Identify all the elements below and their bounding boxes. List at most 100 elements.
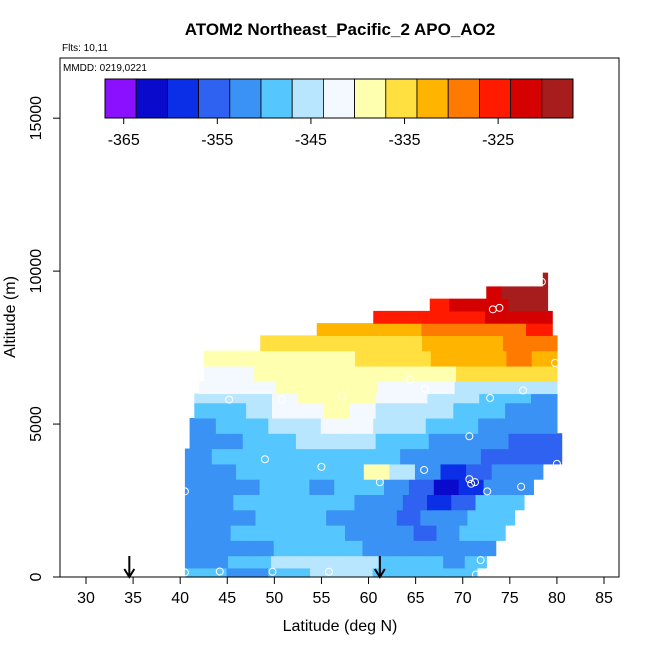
heatmap-cell (246, 393, 273, 404)
heatmap-cell (189, 417, 217, 434)
y-tick-label: 10000 (28, 249, 45, 294)
heatmap-cell (194, 402, 221, 419)
heatmap-cell (430, 365, 457, 382)
heatmap-cell (184, 494, 210, 511)
heatmap-cell (491, 463, 518, 480)
heatmap-cell (479, 402, 506, 419)
heatmap-cell (490, 509, 516, 526)
heatmap-cell (184, 448, 213, 465)
sample-point (486, 394, 495, 403)
heatmap-cell (454, 381, 481, 395)
x-tick-label: 75 (501, 590, 519, 607)
y-tick-label: 15000 (28, 96, 45, 141)
heatmap-cell (453, 393, 480, 404)
heatmap-cell (209, 479, 236, 496)
sample-point (537, 277, 546, 286)
heatmap-cell (369, 323, 396, 336)
heatmap-cell (507, 448, 536, 465)
heatmap-cell (529, 335, 558, 352)
heatmap-cell (479, 393, 506, 404)
heatmap-cell (357, 555, 380, 569)
heatmap-cell (238, 448, 267, 465)
heatmap-cell (389, 463, 416, 480)
colorbar-segment (354, 78, 387, 119)
heatmap-cell (216, 433, 244, 450)
heatmap-cell (367, 525, 392, 541)
heatmap-cell (453, 402, 480, 419)
heatmap-cell (456, 567, 478, 578)
heatmap-cell (506, 350, 533, 367)
heatmap-cell (234, 479, 261, 496)
heatmap-cell (402, 433, 430, 450)
heatmap-cell (481, 433, 510, 450)
x-tick-label: 85 (595, 590, 613, 607)
y-axis: 0 5000 10000 15000 (28, 96, 60, 581)
heatmap-cell (427, 494, 452, 511)
heatmap-cell (475, 494, 501, 511)
heatmap-cell (421, 323, 449, 336)
heatmap-cell (451, 494, 477, 511)
heatmap-cell (334, 479, 360, 496)
heatmap-cell (529, 310, 553, 324)
x-tick-label: 65 (407, 590, 425, 607)
heatmap-cell (396, 509, 421, 526)
heatmap-cell (400, 448, 428, 465)
sample-point (324, 567, 333, 576)
heatmap-cell (281, 494, 307, 511)
heatmap-cell (414, 463, 442, 480)
heatmap-cell (297, 402, 325, 419)
heatmap-cell (194, 393, 221, 404)
heatmap-cell (207, 540, 230, 557)
heatmap-cell (184, 525, 209, 541)
colorbar-segment (447, 78, 480, 119)
colorbar-segment (541, 78, 574, 119)
heatmap-cell (425, 417, 453, 434)
heatmap-cell (242, 433, 270, 450)
heatmap-cell (378, 555, 401, 569)
chart-title: ATOM2 Northeast_Pacific_2 APO_AO2 (185, 20, 496, 39)
heatmap-cell (380, 365, 407, 382)
heatmap-cell (453, 448, 482, 465)
heatmap-cell (530, 417, 558, 434)
heatmap-cell (405, 350, 432, 367)
heatmap-cell (226, 567, 249, 578)
heatmap-cell (481, 365, 508, 382)
heatmap-cell (184, 555, 208, 569)
heatmap-cell (449, 335, 477, 352)
heatmap-cell (505, 402, 532, 419)
heatmap-cell (405, 365, 432, 382)
heatmap-cell (478, 417, 506, 434)
colorbar-segment (510, 78, 543, 119)
heatmap-cell (531, 365, 558, 382)
sample-point (375, 478, 384, 487)
colorbar-segment (166, 78, 199, 119)
heatmap-cell (377, 381, 405, 395)
plot-frame (59, 57, 620, 578)
heatmap-cell (504, 417, 532, 434)
heatmap-cell (206, 555, 229, 569)
heatmap-cell (320, 417, 348, 434)
heatmap-cell (227, 555, 251, 569)
heatmap-cell (399, 417, 427, 434)
heatmap-cell (355, 365, 381, 382)
x-tick-label: 30 (77, 590, 95, 607)
heatmap-cell (390, 525, 415, 541)
heatmap-cell (203, 365, 230, 382)
heatmap-cell (464, 555, 487, 569)
heatmap-cell (345, 525, 369, 541)
heatmap-cell (340, 540, 364, 557)
heatmap-cell (326, 509, 351, 526)
heatmap-cell (346, 448, 374, 465)
colorbar-segment (322, 78, 355, 119)
heatmap-cell (363, 463, 390, 480)
heatmap-cell (329, 350, 356, 367)
heatmap-cell (508, 433, 536, 450)
heatmap-cell (271, 555, 294, 569)
heatmap-cell (276, 525, 300, 541)
heatmap-cell (534, 448, 563, 465)
heatmap-cells (184, 272, 563, 578)
heatmap-cell (506, 365, 533, 382)
heatmap-cell (335, 555, 358, 569)
sample-point (405, 375, 414, 384)
colorbar-tick-label: -335 (389, 132, 421, 149)
